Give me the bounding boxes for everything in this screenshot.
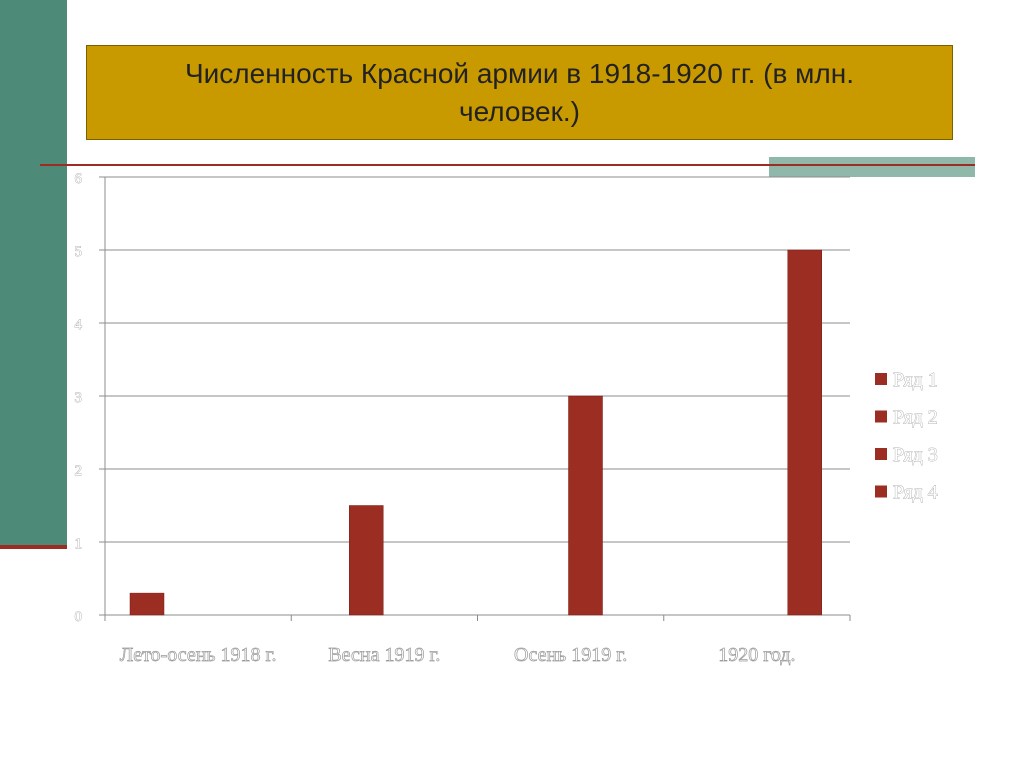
bar: [787, 249, 822, 616]
legend-swatch: [875, 485, 887, 498]
y-tick-label: 0: [75, 609, 83, 625]
legend-swatch: [875, 373, 887, 385]
y-tick-label: 6: [75, 171, 83, 187]
y-tick-label: 4: [75, 317, 83, 333]
y-tick-label: 2: [75, 463, 83, 479]
y-tick-label: 3: [75, 390, 83, 406]
legend-swatch: [875, 448, 887, 460]
side-band: [0, 0, 67, 545]
legend-label: Ряд 3: [893, 444, 938, 466]
chart-title: Численность Красной армии в 1918-1920 гг…: [86, 45, 953, 140]
side-band-line: [0, 545, 67, 549]
y-tick-label: 1: [75, 536, 83, 552]
accent-band: [769, 157, 975, 177]
legend-label: Ряд 1: [893, 369, 938, 391]
x-tick-label: Весна 1919 г.: [328, 644, 441, 667]
legend-swatch: [875, 410, 887, 423]
x-tick-label: 1920 год.: [718, 644, 796, 667]
y-tick-label: 5: [75, 244, 83, 260]
bar: [349, 505, 384, 616]
legend-label: Ряд 2: [893, 407, 938, 429]
bar: [129, 592, 165, 616]
bar: [568, 395, 603, 616]
x-tick-label: Лето-осень 1918 г.: [119, 644, 277, 667]
x-tick-label: Осень 1919 г.: [514, 644, 628, 667]
legend-label: Ряд 4: [893, 482, 938, 504]
